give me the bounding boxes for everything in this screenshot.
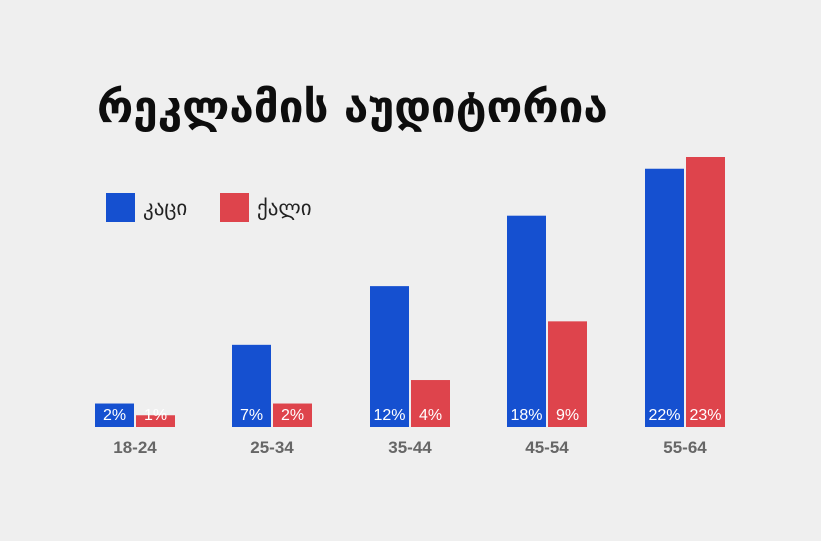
bar-label-female-55-64: 23% <box>689 407 721 424</box>
bar-female-55-64 <box>686 157 725 427</box>
bar-male-35-44 <box>370 286 409 427</box>
bars-group: 2% 1% 7% 2% 12% 4% 18% 9% 22% 23% <box>95 157 725 427</box>
bar-female-18-24 <box>136 415 175 427</box>
bar-label-male-35-44: 12% <box>373 407 405 424</box>
bar-label-male-18-24: 2% <box>103 407 126 424</box>
bar-female-35-44 <box>411 380 450 427</box>
legend-label-female: ქალი <box>257 196 312 220</box>
legend-label-male: კაცი <box>143 196 187 220</box>
x-tick-label-25-34: 25-34 <box>250 438 294 457</box>
bar-label-male-45-54: 18% <box>510 407 542 424</box>
bar-male-45-54 <box>507 215 546 427</box>
x-tick-label-45-54: 45-54 <box>525 438 569 457</box>
bar-male-18-24 <box>95 403 134 427</box>
x-tick-label-35-44: 35-44 <box>388 438 432 457</box>
bar-label-female-35-44: 4% <box>419 407 442 424</box>
bar-male-55-64 <box>645 168 684 427</box>
x-tick-label-55-64: 55-64 <box>663 438 707 457</box>
bar-label-female-25-34: 2% <box>281 407 304 424</box>
bar-male-25-34 <box>232 344 271 427</box>
legend-swatch-female <box>220 193 249 222</box>
chart-title: რეკლამის აუდიტორია <box>97 82 608 133</box>
bar-label-male-55-64: 22% <box>648 407 680 424</box>
bar-female-45-54 <box>548 321 587 427</box>
legend-swatch-male <box>106 193 135 222</box>
x-tick-label-18-24: 18-24 <box>113 438 157 457</box>
bar-label-male-25-34: 7% <box>240 407 263 424</box>
bar-female-25-34 <box>273 403 312 427</box>
bar-label-female-18-24: 1% <box>144 407 167 424</box>
x-axis-ticks: 18-24 25-34 35-44 45-54 55-64 <box>113 438 707 457</box>
bar-label-female-45-54: 9% <box>556 407 579 424</box>
legend: კაცი ქალი <box>106 193 312 222</box>
